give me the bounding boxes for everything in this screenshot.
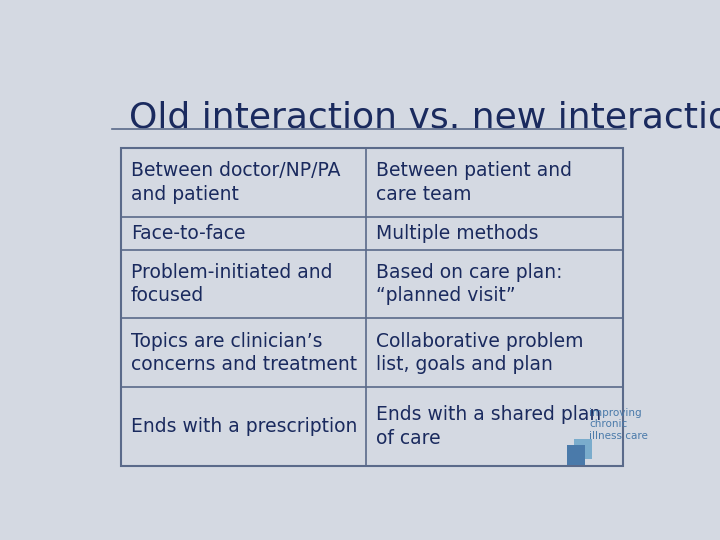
Text: Face-to-face: Face-to-face	[131, 224, 246, 242]
Text: Between doctor/NP/PA
and patient: Between doctor/NP/PA and patient	[131, 161, 341, 204]
Text: Ends with a shared plan
of care: Ends with a shared plan of care	[377, 406, 601, 448]
Text: Problem-initiated and
focused: Problem-initiated and focused	[131, 263, 332, 305]
Text: Ends with a prescription: Ends with a prescription	[131, 417, 357, 436]
Text: Old interaction vs. new interaction: Old interaction vs. new interaction	[129, 100, 720, 134]
Text: improving
chronic
illness care: improving chronic illness care	[590, 408, 648, 441]
FancyBboxPatch shape	[574, 439, 592, 459]
Text: Based on care plan:
“planned visit”: Based on care plan: “planned visit”	[377, 263, 563, 305]
Text: Multiple methods: Multiple methods	[377, 224, 539, 242]
Text: Between patient and
care team: Between patient and care team	[377, 161, 572, 204]
Text: Topics are clinician’s
concerns and treatment: Topics are clinician’s concerns and trea…	[131, 332, 357, 374]
Text: Collaborative problem
list, goals and plan: Collaborative problem list, goals and pl…	[377, 332, 584, 374]
FancyBboxPatch shape	[567, 445, 585, 465]
